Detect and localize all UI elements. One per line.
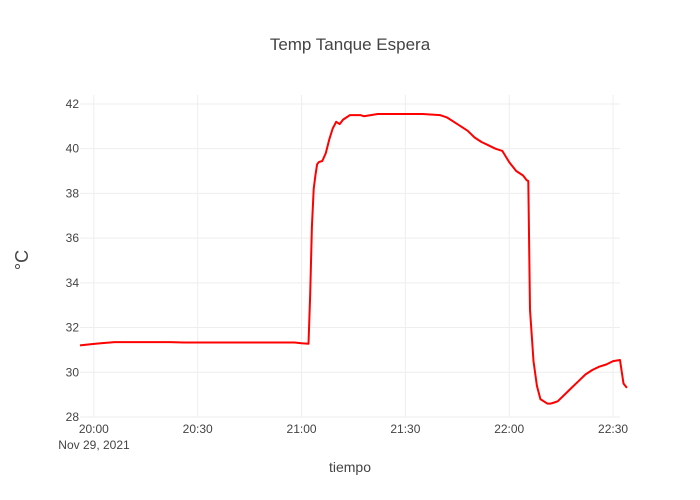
y-tick-label: 42 [66,97,80,111]
x-tick-label: 21:30 [390,422,420,436]
y-tick-label: 28 [66,410,80,424]
y-tick-label: 40 [66,142,80,156]
y-tick-label: 38 [66,186,80,200]
x-axis-date-label: Nov 29, 2021 [58,438,130,452]
x-tick-label: 22:30 [598,422,628,436]
tick-label-layer: 28 30 32 34 36 38 40 42 20:00 20:30 21:00 21:30 22:0… [66,97,629,436]
y-tick-label: 36 [66,231,80,245]
y-tick-label: 30 [66,365,80,379]
series-layer [79,113,628,405]
x-tick-label: 21:00 [287,422,317,436]
x-axis-label: tiempo [329,459,371,475]
temperature-series-line [79,113,628,405]
y-tick-label: 32 [66,321,80,335]
y-axis-label: °C [12,250,32,270]
chart-title: Temp Tanque Espera [270,35,431,54]
y-tick-label: 34 [66,276,80,290]
x-tick-label: 20:00 [79,422,109,436]
x-tick-label: 20:30 [183,422,213,436]
grid-layer [80,95,620,418]
x-tick-label: 22:00 [494,422,524,436]
